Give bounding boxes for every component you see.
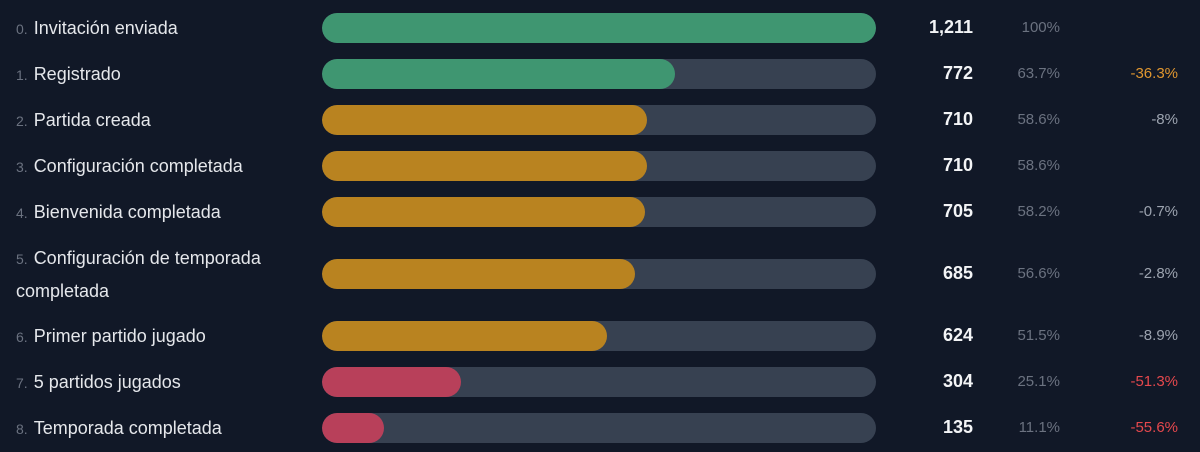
bar-track — [322, 413, 876, 443]
step-count: 685 — [942, 263, 973, 283]
step-percent: 100% — [1021, 19, 1060, 36]
step-name: Configuración completada — [33, 156, 243, 176]
step-name: Primer partido jugado — [33, 326, 206, 346]
step-label: 5. Configuración de temporada completada — [16, 242, 306, 307]
step-index: 2. — [16, 113, 28, 129]
step-delta: -0.7% — [1138, 203, 1178, 220]
step-name: 5 partidos jugados — [33, 372, 181, 392]
bar-fill — [322, 413, 384, 443]
step-name: Partida creada — [33, 110, 151, 130]
bar-track — [322, 59, 876, 89]
step-percent: 56.6% — [1017, 265, 1060, 282]
step-index: 7. — [16, 375, 28, 391]
bar-track — [322, 13, 876, 43]
step-count: 710 — [942, 155, 973, 175]
step-percent: 58.6% — [1017, 111, 1060, 128]
step-delta: -36.3% — [1130, 65, 1178, 82]
step-index: 4. — [16, 205, 28, 221]
step-delta: -51.3% — [1130, 373, 1178, 390]
step-percent: 58.6% — [1017, 157, 1060, 174]
step-percent: 25.1% — [1017, 373, 1060, 390]
step-label: 4. Bienvenida completada — [16, 196, 306, 229]
step-index: 5. — [16, 251, 28, 267]
step-name: Bienvenida completada — [33, 202, 221, 222]
step-label: 3. Configuración completada — [16, 150, 306, 183]
step-label: 2. Partida creada — [16, 104, 306, 137]
bar-fill — [322, 259, 636, 289]
step-index: 1. — [16, 67, 28, 83]
step-count: 705 — [942, 201, 973, 221]
step-name: Temporada completada — [33, 418, 222, 438]
step-index: 8. — [16, 421, 28, 437]
step-percent: 11.1% — [1018, 419, 1060, 436]
bar-track — [322, 105, 876, 135]
bar-track — [322, 367, 876, 397]
bar-track — [322, 197, 876, 227]
bar-fill — [322, 197, 645, 227]
bar-fill — [322, 59, 676, 89]
step-count: 772 — [942, 63, 973, 83]
step-label: 6. Primer partido jugado — [16, 320, 306, 353]
step-label: 7. 5 partidos jugados — [16, 366, 306, 399]
bar-track — [322, 259, 876, 289]
step-label: 8. Temporada completada — [16, 412, 306, 445]
step-count: 1,211 — [928, 17, 973, 37]
step-index: 6. — [16, 329, 28, 345]
step-count: 135 — [942, 417, 973, 437]
bar-fill — [322, 13, 876, 43]
step-label: 0. Invitación enviada — [16, 12, 306, 45]
step-delta: -8% — [1151, 111, 1178, 128]
step-index: 3. — [16, 159, 28, 175]
step-count: 710 — [942, 109, 973, 129]
step-delta: -55.6% — [1130, 419, 1178, 436]
step-delta: -2.8% — [1138, 265, 1178, 282]
step-count: 304 — [942, 371, 973, 391]
step-percent: 63.7% — [1017, 65, 1060, 82]
bar-fill — [322, 105, 647, 135]
step-percent: 51.5% — [1017, 327, 1060, 344]
bar-fill — [322, 367, 462, 397]
bar-track — [322, 151, 876, 181]
step-delta: -8.9% — [1138, 327, 1178, 344]
bar-fill — [322, 321, 608, 351]
step-name: Invitación enviada — [33, 18, 178, 38]
bar-fill — [322, 151, 647, 181]
step-name: Registrado — [33, 64, 121, 84]
bar-track — [322, 321, 876, 351]
step-name: Configuración de temporada completada — [16, 248, 261, 301]
step-index: 0. — [16, 21, 28, 37]
step-percent: 58.2% — [1017, 203, 1060, 220]
step-count: 624 — [942, 325, 973, 345]
step-label: 1. Registrado — [16, 58, 306, 91]
